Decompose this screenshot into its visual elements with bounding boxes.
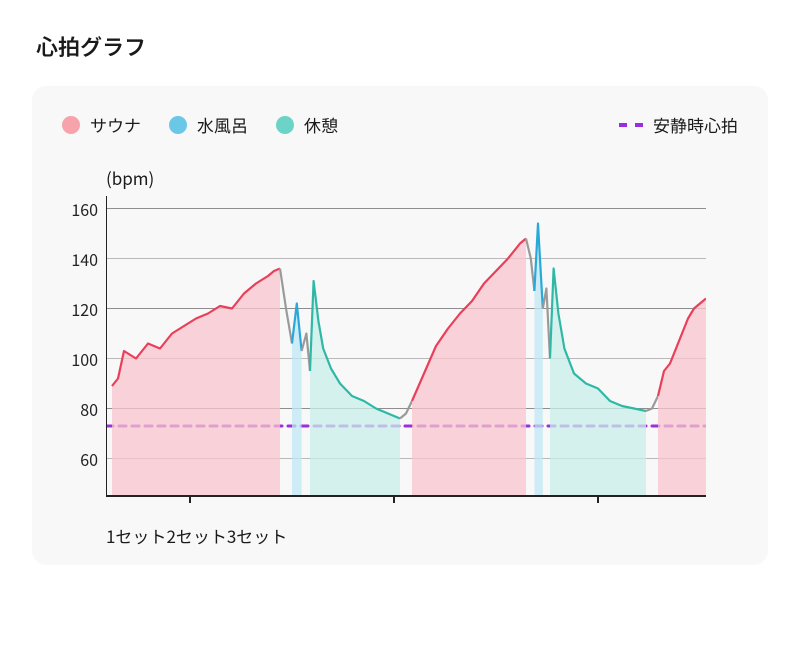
legend-item-rest: 休憩 (276, 112, 338, 137)
dashed-line-icon (619, 123, 643, 127)
y-tick-label: 160 (71, 201, 98, 217)
dot-icon (169, 116, 187, 134)
chart-title: 心拍グラフ (36, 30, 768, 62)
x-axis-ticks: 1セット2セット3セット (106, 523, 738, 547)
y-tick-label: 120 (71, 301, 98, 317)
x-tick-label: 1セット (106, 523, 166, 548)
chart-row: 160 140 120 100 80 60 (62, 196, 738, 509)
y-axis-ticks: 160 140 120 100 80 60 (62, 196, 106, 496)
y-tick-label: 100 (71, 351, 98, 367)
y-tick-label: 140 (71, 251, 98, 267)
plot-area (106, 196, 738, 509)
y-tick-label: 60 (80, 451, 98, 467)
page: 心拍グラフ サウナ 水風呂 休憩 安静時心拍 (0, 0, 800, 565)
legend-item-bath: 水風呂 (169, 112, 248, 137)
dot-icon (276, 116, 294, 134)
legend: サウナ 水風呂 休憩 安静時心拍 (62, 112, 738, 137)
y-axis-unit: (bpm) (106, 165, 738, 190)
x-tick-label: 3セット (227, 523, 287, 548)
legend-label: サウナ (90, 112, 141, 137)
heart-rate-chart (106, 196, 706, 504)
dot-icon (62, 116, 80, 134)
legend-item-resting-hr: 安静時心拍 (619, 112, 738, 137)
chart-panel: サウナ 水風呂 休憩 安静時心拍 (bpm) 160 140 120 100 80 60 (32, 86, 768, 565)
legend-label: 水風呂 (197, 112, 248, 137)
legend-group-phases: サウナ 水風呂 休憩 (62, 112, 338, 137)
legend-item-sauna: サウナ (62, 112, 141, 137)
legend-label: 安静時心拍 (653, 112, 738, 137)
x-tick-label: 2セット (166, 523, 226, 548)
legend-label: 休憩 (304, 112, 338, 137)
y-tick-label: 80 (80, 401, 98, 417)
